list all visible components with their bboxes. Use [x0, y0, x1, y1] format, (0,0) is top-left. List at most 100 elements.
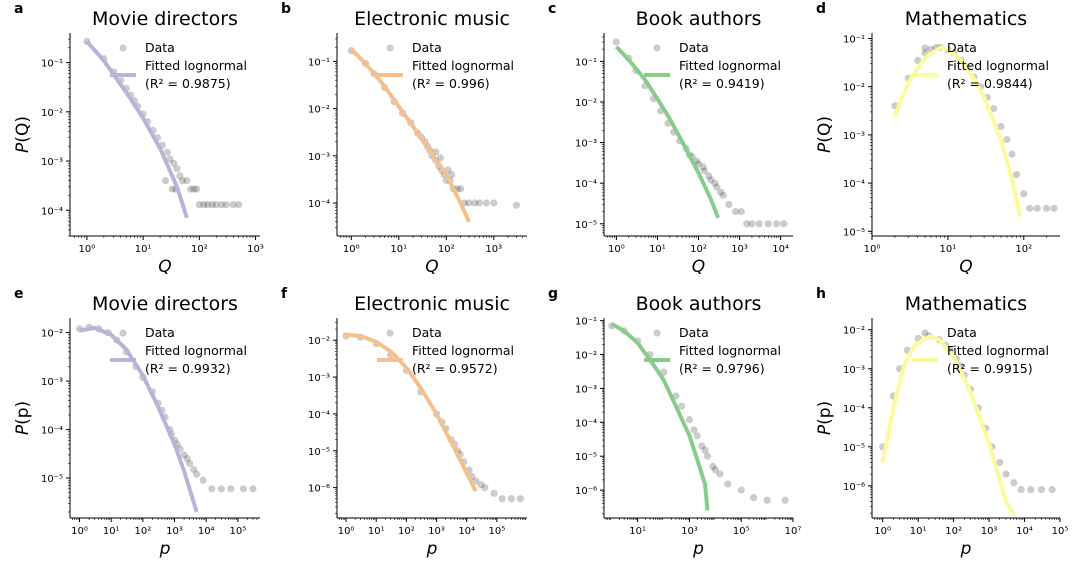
data-point	[678, 402, 686, 410]
y-tick-label: 10⁻³	[308, 152, 330, 163]
data-point	[249, 485, 257, 493]
panel-e: e Movie directors 10⁰ 10¹ 10² 10³ 10⁴ 10⁵ 10⁻⁵ 10…	[13, 286, 260, 559]
data-point	[780, 220, 788, 228]
x-tick-label: 10⁰	[71, 526, 88, 537]
y-tick-label: 10⁻⁶	[843, 482, 865, 493]
data-point	[1020, 190, 1028, 198]
data-point	[475, 199, 484, 207]
legend-data-label: Data	[145, 40, 175, 55]
data-point	[507, 495, 515, 503]
legend-data-marker	[653, 329, 661, 337]
panel-h: h Mathematics 10⁰ 10¹ 10² 10³ 10⁴ 10⁵ 10⁻⁶ 10⁻⁵ 10…	[815, 286, 1068, 559]
y-tick-label: 10⁻⁴	[41, 426, 63, 437]
panel-title: Electronic music	[354, 293, 510, 315]
panel-b: b Electronic music 10⁰ 10¹ 10² 10³ 10⁻⁴ 10⁻³ 10⁻…	[281, 1, 527, 277]
x-tick-label: 10¹	[629, 526, 646, 537]
data-point	[1048, 486, 1056, 494]
x-axis-label: Q	[692, 257, 705, 277]
data-point	[168, 185, 176, 193]
x-tick-label: 10²	[438, 244, 455, 255]
panel-letter: d	[816, 1, 826, 17]
data-point	[709, 462, 717, 471]
y-tick-label: 10⁻⁶	[308, 484, 330, 495]
y-tick-label: 10⁻¹	[308, 57, 330, 68]
fitted-lognormal-line	[614, 45, 720, 219]
data-point	[701, 446, 709, 454]
data-point	[1043, 204, 1051, 212]
data-point	[490, 489, 498, 497]
x-axis-label: p	[960, 539, 972, 559]
y-tick-label: 10⁻⁵	[308, 447, 330, 458]
panel-c: c Book authors 10⁰ 10¹ 10² 10³ 10⁴ 10⁻⁵ 10⁻⁴ 10⁻³…	[548, 1, 793, 277]
data-point	[1010, 479, 1018, 487]
legend-fit-label: Fitted lognormal	[145, 58, 247, 73]
fitted-lognormal-line	[880, 334, 1016, 516]
legend-fit-label: Fitted lognormal	[412, 58, 514, 73]
data-point	[1002, 470, 1010, 478]
data-point	[989, 105, 998, 113]
legend-data-marker	[921, 329, 929, 337]
x-tick-label: 10³	[681, 526, 698, 537]
panel-title: Book authors	[636, 293, 762, 315]
fitted-lognormal-line	[79, 325, 199, 513]
y-tick-label: 10⁻³	[41, 377, 63, 388]
legend-r2-label: (R² = 0.996)	[412, 76, 490, 91]
data-point	[199, 476, 207, 484]
y-tick-label: 10⁻³	[575, 384, 597, 395]
panel-title: Movie directors	[92, 293, 238, 315]
panel-title: Book authors	[636, 8, 762, 30]
x-tick-label: 10²	[1015, 244, 1032, 255]
data-point	[698, 442, 706, 450]
x-tick-label: 10³	[731, 244, 748, 255]
data-point	[748, 220, 756, 228]
data-point	[200, 201, 208, 209]
x-tick-label: 10²	[945, 526, 962, 537]
x-tick-label: 10³	[981, 526, 998, 537]
data-point	[1033, 204, 1041, 212]
data-point	[448, 170, 456, 179]
data-point	[731, 207, 740, 216]
y-tick-label: 10⁻⁴	[575, 418, 597, 429]
data-point	[725, 200, 733, 209]
data-point	[737, 207, 745, 216]
data-point	[693, 432, 701, 440]
y-tick-label: 10⁻¹	[575, 57, 597, 68]
data-point	[436, 154, 444, 162]
y-tick-label: 10⁻⁶	[575, 486, 597, 497]
data-point	[187, 185, 195, 193]
legend-data-marker	[119, 44, 127, 52]
y-tick-label: 10⁻²	[843, 326, 865, 337]
x-tick-label: 10³	[247, 244, 264, 255]
legend-data-label: Data	[679, 325, 709, 340]
panel-title: Mathematics	[905, 293, 1027, 315]
x-tick-label: 10⁵	[1052, 526, 1069, 537]
x-tick-label: 10⁵	[488, 526, 505, 537]
legend-data-label: Data	[679, 40, 709, 55]
y-tick-label: 10⁻⁴	[308, 410, 330, 421]
x-tick-label: 10⁷	[785, 526, 802, 537]
y-tick-label: 10⁻³	[843, 365, 865, 376]
x-tick-label: 10³	[166, 526, 183, 537]
data-point	[512, 201, 521, 209]
data-point	[166, 155, 174, 163]
data-point	[193, 185, 201, 193]
data-point	[498, 495, 506, 503]
data-point	[183, 177, 191, 185]
legend-data-label: Data	[412, 325, 442, 340]
data-point	[690, 426, 698, 434]
data-point	[235, 201, 243, 209]
legend-r2-label: (R² = 0.9915)	[947, 361, 1033, 376]
panel-letter: h	[816, 286, 826, 302]
legend-fit-label: Fitted lognormal	[679, 343, 781, 358]
data-point	[180, 451, 188, 459]
data-point	[612, 38, 620, 46]
x-tick-label: 10¹	[940, 244, 957, 255]
data-point	[490, 199, 498, 207]
y-tick-label: 10⁻³	[41, 157, 63, 168]
legend-data-marker	[653, 44, 661, 52]
data-point	[212, 201, 220, 209]
x-tick-label: 10²	[398, 526, 415, 537]
data-point	[229, 201, 237, 209]
legend-r2-label: (R² = 0.9419)	[679, 76, 765, 91]
